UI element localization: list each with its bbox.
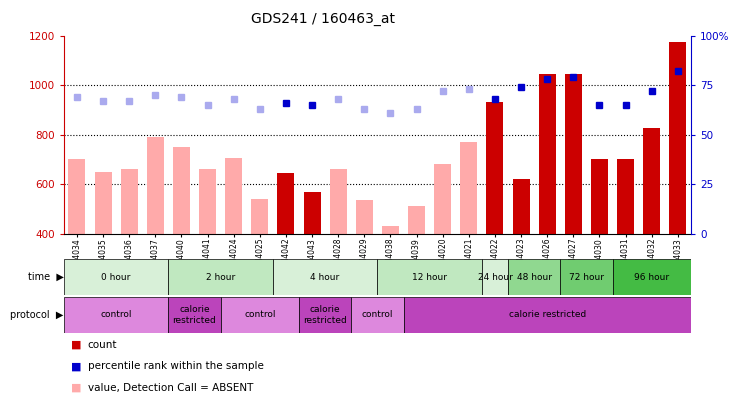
Bar [591,159,608,234]
Bar [487,103,503,234]
Bar [460,142,478,234]
Text: calorie
restricted: calorie restricted [303,305,347,324]
Bar [225,158,242,234]
Bar [408,206,425,234]
Bar [382,226,399,234]
Text: 4 hour: 4 hour [310,273,339,282]
Bar [513,179,529,234]
Bar [434,164,451,234]
Text: calorie restricted: calorie restricted [508,310,586,319]
Bar [252,199,268,234]
Bar [146,137,164,234]
Text: control: control [101,310,132,319]
Text: ■: ■ [71,361,82,371]
Text: 72 hour: 72 hour [569,273,604,282]
Bar [221,297,299,333]
Text: ■: ■ [71,339,82,350]
Text: GDS241 / 160463_at: GDS241 / 160463_at [251,12,395,26]
Bar [64,259,168,295]
Text: control: control [362,310,393,319]
Text: control: control [244,310,276,319]
Bar [378,259,482,295]
Bar [617,159,634,234]
Text: 12 hour: 12 hour [412,273,447,282]
Bar [168,297,221,333]
Text: value, Detection Call = ABSENT: value, Detection Call = ABSENT [88,383,253,393]
Bar [121,169,137,234]
Bar [173,147,190,234]
Text: time  ▶: time ▶ [28,272,64,282]
Bar [538,74,556,234]
Bar [482,259,508,295]
Text: count: count [88,339,117,350]
Text: percentile rank within the sample: percentile rank within the sample [88,361,264,371]
Bar [351,297,403,333]
Bar [613,259,691,295]
Text: 24 hour: 24 hour [478,273,512,282]
Bar [95,172,111,234]
Bar [68,159,86,234]
Text: 96 hour: 96 hour [634,273,669,282]
Text: protocol  ▶: protocol ▶ [11,310,64,320]
Text: ■: ■ [71,383,82,393]
Text: 0 hour: 0 hour [101,273,131,282]
Bar [508,259,560,295]
Bar [303,192,321,234]
Bar [168,259,273,295]
Bar [64,297,168,333]
Bar [403,297,691,333]
Bar [330,169,347,234]
Bar [644,128,660,234]
Bar [356,200,372,234]
Text: calorie
restricted: calorie restricted [173,305,216,324]
Bar [669,42,686,234]
Bar [273,259,378,295]
Bar [299,297,351,333]
Bar [277,173,294,234]
Text: 48 hour: 48 hour [517,273,552,282]
Bar [565,74,582,234]
Bar [199,169,216,234]
Bar [560,259,613,295]
Text: 2 hour: 2 hour [206,273,235,282]
